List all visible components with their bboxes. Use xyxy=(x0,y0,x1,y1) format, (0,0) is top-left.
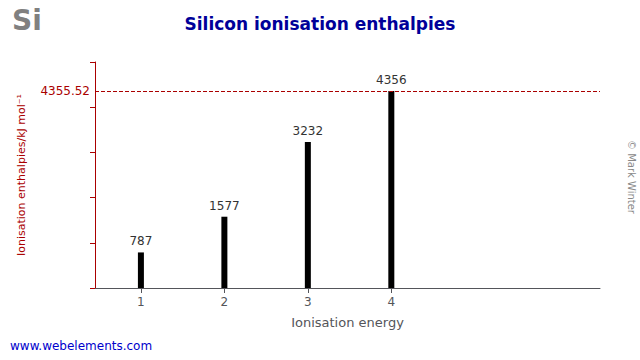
svg-text:www.webelements.com: www.webelements.com xyxy=(10,339,152,353)
svg-text:4355.52: 4355.52 xyxy=(40,84,90,98)
svg-text:2: 2 xyxy=(221,295,229,309)
svg-text:Ionisation enthalpies/kJ mol⁻¹: Ionisation enthalpies/kJ mol⁻¹ xyxy=(15,94,28,256)
svg-text:787: 787 xyxy=(129,234,152,248)
svg-text:3232: 3232 xyxy=(293,124,324,138)
svg-text:© Mark Winter: © Mark Winter xyxy=(626,140,637,215)
svg-text:4: 4 xyxy=(388,295,396,309)
svg-text:4356: 4356 xyxy=(376,73,407,87)
svg-text:Silicon ionisation enthalpies: Silicon ionisation enthalpies xyxy=(185,14,456,34)
svg-text:1: 1 xyxy=(137,295,145,309)
svg-text:Si: Si xyxy=(12,4,42,37)
svg-text:1577: 1577 xyxy=(209,199,240,213)
svg-text:3: 3 xyxy=(304,295,312,309)
svg-text:Ionisation energy: Ionisation energy xyxy=(291,315,404,330)
